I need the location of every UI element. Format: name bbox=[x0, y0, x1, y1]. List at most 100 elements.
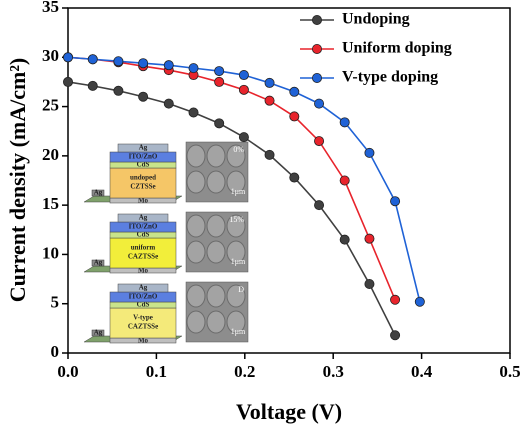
y-axis-label: Current density (mA/cm²) bbox=[5, 58, 30, 302]
sem-grain bbox=[186, 240, 206, 264]
data-point bbox=[214, 76, 225, 87]
data-point bbox=[314, 136, 325, 147]
data-point bbox=[87, 54, 98, 65]
sem-grain bbox=[226, 214, 246, 238]
data-point bbox=[414, 296, 425, 307]
legend-label: Undoping bbox=[342, 11, 410, 28]
x-tick-label: 0.0 bbox=[57, 362, 78, 381]
inset-label: CAZTSSe bbox=[128, 323, 158, 331]
legend-marker bbox=[311, 14, 322, 25]
data-point bbox=[214, 118, 225, 129]
sem-grain bbox=[186, 214, 206, 238]
contact bbox=[91, 189, 105, 197]
data-point bbox=[339, 234, 350, 245]
inset-label: Mo bbox=[138, 337, 149, 345]
inset-label: Mo bbox=[138, 197, 149, 205]
legend-label: V-type doping bbox=[342, 69, 438, 86]
y-tick-label: 10 bbox=[42, 243, 59, 262]
plot-frame bbox=[67, 7, 511, 354]
data-point bbox=[113, 56, 124, 67]
y-tick-label: 0 bbox=[51, 342, 60, 361]
data-point bbox=[264, 149, 275, 160]
inset-label: ITO/ZnO bbox=[129, 293, 158, 301]
contact bbox=[91, 259, 105, 267]
y-tick-label: 35 bbox=[42, 0, 59, 16]
data-point bbox=[63, 76, 74, 87]
data-point bbox=[289, 172, 300, 183]
data-point bbox=[364, 278, 375, 289]
x-tick-label: 0.5 bbox=[499, 362, 520, 381]
x-tick-label: 0.3 bbox=[323, 362, 344, 381]
sem-grain bbox=[206, 240, 226, 264]
inset-label: uniform bbox=[131, 244, 156, 252]
data-point bbox=[314, 200, 325, 211]
inset-label: Mo bbox=[138, 267, 149, 275]
inset-label: Ag bbox=[94, 259, 103, 267]
data-point bbox=[390, 330, 401, 341]
data-point bbox=[113, 85, 124, 96]
y-tick-label: 15 bbox=[42, 194, 59, 213]
data-point bbox=[364, 147, 375, 158]
data-point bbox=[390, 196, 401, 207]
data-point bbox=[238, 70, 249, 81]
inset-label: Ag bbox=[94, 329, 103, 337]
scale-label: 1μm bbox=[231, 257, 246, 266]
inset-label: ITO/ZnO bbox=[129, 223, 158, 231]
legend-marker bbox=[311, 44, 322, 55]
inset-label: CAZTSSe bbox=[128, 253, 158, 261]
scale-label: 1μm bbox=[231, 327, 246, 336]
sem-grain bbox=[206, 284, 226, 308]
inset-label: Ag bbox=[139, 284, 148, 292]
inset-label: Ag bbox=[139, 214, 148, 222]
data-point bbox=[289, 111, 300, 122]
data-point bbox=[138, 91, 149, 102]
legend-marker bbox=[311, 73, 322, 84]
y-tick-label: 30 bbox=[42, 46, 59, 65]
inset-label: CZTSSe bbox=[130, 183, 155, 191]
legend-label: Uniform doping bbox=[342, 40, 452, 57]
data-point bbox=[238, 84, 249, 95]
data-point bbox=[63, 52, 74, 63]
data-point bbox=[339, 175, 350, 186]
data-point bbox=[163, 98, 174, 109]
top-grid bbox=[117, 143, 169, 153]
top-grid bbox=[117, 283, 169, 293]
data-point bbox=[188, 63, 199, 74]
inset-label: CdS bbox=[137, 301, 150, 309]
sem-grain bbox=[226, 144, 246, 168]
x-axis-label: Voltage (V) bbox=[236, 399, 342, 424]
absorber bbox=[109, 307, 177, 339]
data-point bbox=[214, 66, 225, 77]
data-point bbox=[289, 86, 300, 97]
inset-label: Ag bbox=[94, 189, 103, 197]
inset-label: Ag bbox=[139, 144, 148, 152]
data-point bbox=[163, 60, 174, 71]
inset-label: ITO/ZnO bbox=[129, 153, 158, 161]
y-tick-label: 20 bbox=[42, 145, 59, 164]
data-point bbox=[339, 117, 350, 128]
sem-grain bbox=[226, 170, 246, 194]
sem-grain bbox=[206, 170, 226, 194]
sem-label: 0% bbox=[233, 145, 244, 154]
scale-label: 1μm bbox=[231, 187, 246, 196]
sem-grain bbox=[226, 310, 246, 334]
sem-grain bbox=[226, 284, 246, 308]
data-point bbox=[264, 95, 275, 106]
sem-grain bbox=[206, 310, 226, 334]
x-tick-label: 0.2 bbox=[234, 362, 255, 381]
sem-grain bbox=[186, 284, 206, 308]
sem-grain bbox=[186, 310, 206, 334]
data-point bbox=[87, 80, 98, 91]
sem-grain bbox=[206, 144, 226, 168]
data-point bbox=[264, 77, 275, 88]
x-tick-label: 0.4 bbox=[411, 362, 433, 381]
sem-label: D bbox=[238, 285, 244, 294]
data-point bbox=[314, 98, 325, 109]
sem-grain bbox=[206, 214, 226, 238]
contact bbox=[91, 329, 105, 337]
inset-label: CdS bbox=[137, 161, 150, 169]
data-point bbox=[138, 58, 149, 69]
inset-label: undoped bbox=[130, 174, 156, 182]
sem-grain bbox=[186, 144, 206, 168]
